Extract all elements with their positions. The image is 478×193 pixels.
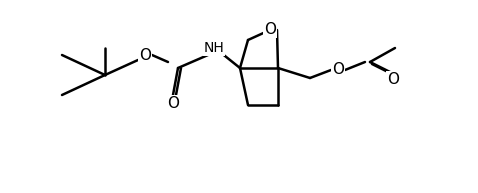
Text: O: O	[167, 96, 179, 111]
Text: NH: NH	[204, 41, 224, 55]
Text: O: O	[264, 23, 276, 37]
Text: O: O	[387, 71, 399, 86]
Text: O: O	[139, 47, 151, 63]
Text: O: O	[332, 63, 344, 78]
